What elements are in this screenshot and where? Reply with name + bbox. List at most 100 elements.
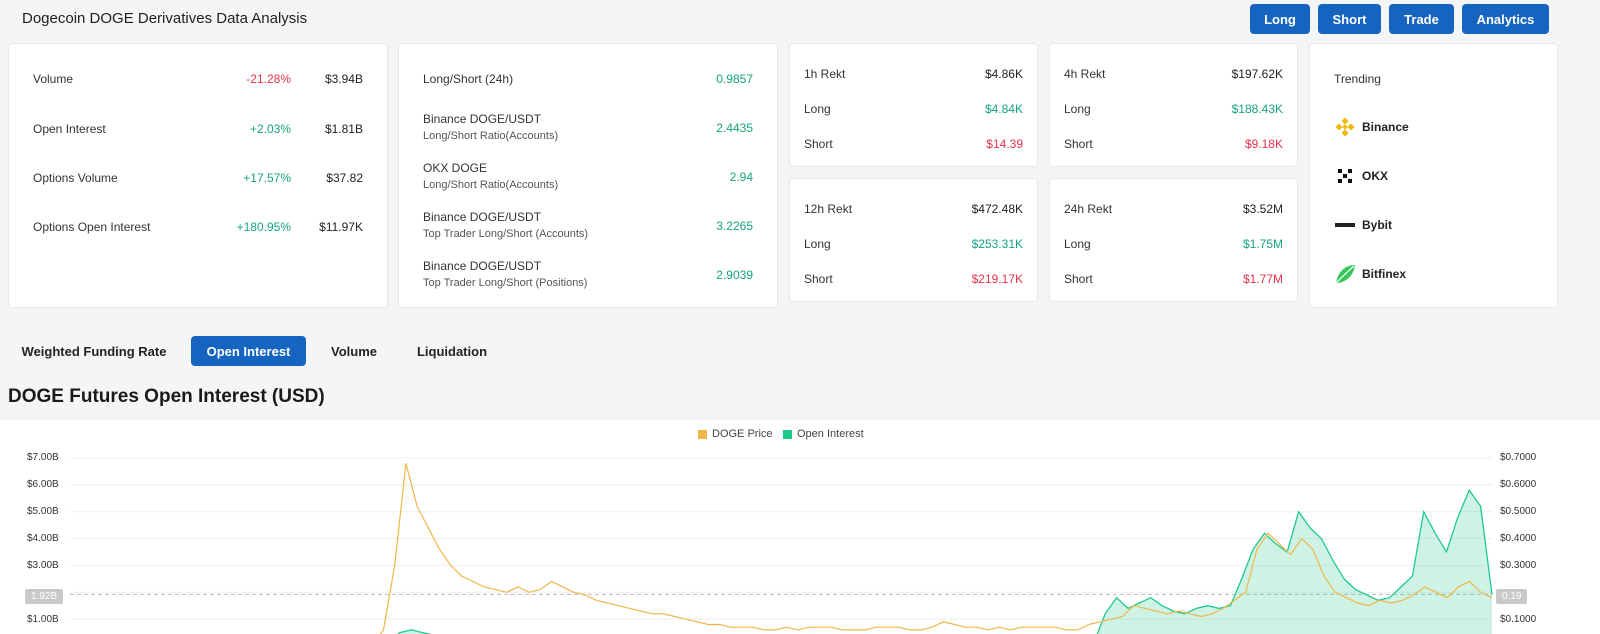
ratio-subtitle: Long/Short Ratio(Accounts) [423,179,559,191]
rekt-period: 1h Rekt [804,67,846,81]
summary-change: +180.95% [236,220,291,234]
legend-open-interest[interactable]: Open Interest [783,428,864,440]
bitfinex-icon [1334,263,1356,285]
page-title: Dogecoin DOGE Derivatives Data Analysis [22,10,308,27]
right-axis-tick: $0.3000 [1500,560,1537,571]
ratio-value: 2.4435 [716,121,753,135]
rekt-short-label: Short [804,272,833,286]
ratio-value: 3.2265 [716,219,753,233]
tab-weighted-funding-rate[interactable]: Weighted Funding Rate [21,343,167,359]
rekt-long-value: $188.43K [1231,102,1283,116]
ratio-title: Binance DOGE/USDT [423,259,542,273]
trade-button[interactable]: Trade [1389,4,1454,34]
trending-item-okx[interactable]: OKX [1334,165,1388,187]
legend-label: DOGE Price [712,428,773,440]
left-axis-tick: $1.00B [27,614,59,625]
long-short-ratio-card: Long/Short (24h) 0.9857 Binance DOGE/USD… [398,43,778,308]
chart-title: DOGE Futures Open Interest (USD) [8,386,325,407]
summary-value: $3.94B [324,72,363,86]
rekt-card-12h: 12h Rekt $472.48K Long $253.31K Short $219.… [789,178,1038,302]
legend-label: Open Interest [797,428,864,440]
trending-item-label: Bitfinex [1362,267,1407,281]
rekt-long-value: $4.84K [984,102,1023,116]
rekt-period: 4h Rekt [1064,67,1106,81]
ratio-subtitle: Top Trader Long/Short (Accounts) [423,228,589,240]
trending-item-label: OKX [1362,169,1389,183]
open-interest-line [396,488,1493,634]
left-axis-tick: $5.00B [27,506,59,517]
rekt-period: 12h Rekt [804,202,853,216]
rekt-short-label: Short [1064,272,1093,286]
rekt-short-label: Short [804,137,833,151]
summary-label: Open Interest [33,122,106,136]
rekt-short-value: $1.77M [1242,272,1283,286]
chart-plot[interactable] [0,420,1600,634]
rekt-long-value: $1.75M [1242,237,1283,251]
summary-value: $11.97K [319,220,363,234]
right-axis-tick: $0.5000 [1500,506,1537,517]
rekt-period: 24h Rekt [1064,202,1113,216]
summary-change: +17.57% [243,171,291,185]
analytics-button[interactable]: Analytics [1462,4,1549,34]
legend-swatch [783,429,792,439]
left-axis-tick: $3.00B [27,560,59,571]
trending-item-label: Bybit [1362,218,1392,232]
tab-liquidation[interactable]: Liquidation [416,343,488,359]
trending-item-bybit[interactable]: Bybit [1334,214,1392,236]
trending-card: Trending Binance OKX Bybit Bitfinex [1309,43,1558,308]
rekt-card-24h: 24h Rekt $3.52M Long $1.75M Short $1.77M [1049,178,1298,302]
trending-item-binance[interactable]: Binance [1334,116,1409,138]
tab-open-interest[interactable]: Open Interest [191,336,306,366]
rekt-total: $3.52M [1242,202,1283,216]
left-axis-tick: $4.00B [27,533,59,544]
rekt-short-value: $14.39 [986,137,1023,151]
rekt-short-label: Short [1064,137,1093,151]
ratio-title: OKX DOGE [423,161,488,175]
open-interest-area [397,490,1492,634]
rekt-card-4h: 4h Rekt $197.62K Long $188.43K Short $9.18K [1049,43,1298,167]
short-button[interactable]: Short [1318,4,1381,34]
trending-item-label: Binance [1362,120,1409,134]
summary-value: $1.81B [324,122,363,136]
summary-label: Volume [33,72,74,86]
summary-card: Volume -21.28% $3.94B Open Interest +2.0… [8,43,388,308]
summary-label: Options Volume [33,171,118,185]
rekt-long-value: $253.31K [971,237,1023,251]
rekt-short-value: $219.17K [971,272,1023,286]
summary-change: -21.28% [246,72,291,86]
open-interest-chart[interactable]: DOGE Price Open Interest $7.00B $6.00B $… [0,420,1600,634]
ratio-title: Binance DOGE/USDT [423,112,542,126]
legend-swatch [698,429,707,439]
ratio-value: 0.9857 [716,72,753,86]
left-axis-tick: $7.00B [27,452,59,463]
left-axis-tick: $6.00B [27,479,59,490]
ratio-title: Binance DOGE/USDT [423,210,542,224]
ratio-value: 2.9039 [716,268,753,282]
right-axis-tick: $0.7000 [1500,452,1537,463]
ratio-row: Binance DOGE/USDT Long/Short Ratio(Accou… [399,112,777,146]
ratio-value: 2.94 [729,170,753,184]
rekt-total: $197.62K [1231,67,1283,81]
right-axis-tick: $0.6000 [1500,479,1537,490]
rekt-card-1h: 1h Rekt $4.86K Long $4.84K Short $14.39 [789,43,1038,167]
rekt-total: $472.48K [971,202,1023,216]
ratio-row: Binance DOGE/USDT Top Trader Long/Short … [399,259,777,293]
trending-title: Trending [1334,72,1381,86]
crosshair-left-label: 1.92B [25,589,64,604]
summary-value: $37.82 [326,171,363,185]
ratio-title: Long/Short (24h) [423,72,514,86]
rekt-short-value: $9.18K [1244,137,1283,151]
okx-icon [1334,165,1356,187]
doge-price-line [379,463,1493,634]
rekt-total: $4.86K [984,67,1023,81]
summary-label: Options Open Interest [33,220,151,234]
rekt-long-label: Long [804,237,831,251]
tab-volume[interactable]: Volume [331,343,377,359]
rekt-long-label: Long [804,102,831,116]
summary-change: +2.03% [249,122,291,136]
bybit-icon [1334,214,1356,236]
top-header: Dogecoin DOGE Derivatives Data Analysis … [0,0,1600,38]
trending-item-bitfinex[interactable]: Bitfinex [1334,263,1406,285]
long-button[interactable]: Long [1250,4,1310,34]
legend-doge-price[interactable]: DOGE Price [698,428,773,440]
